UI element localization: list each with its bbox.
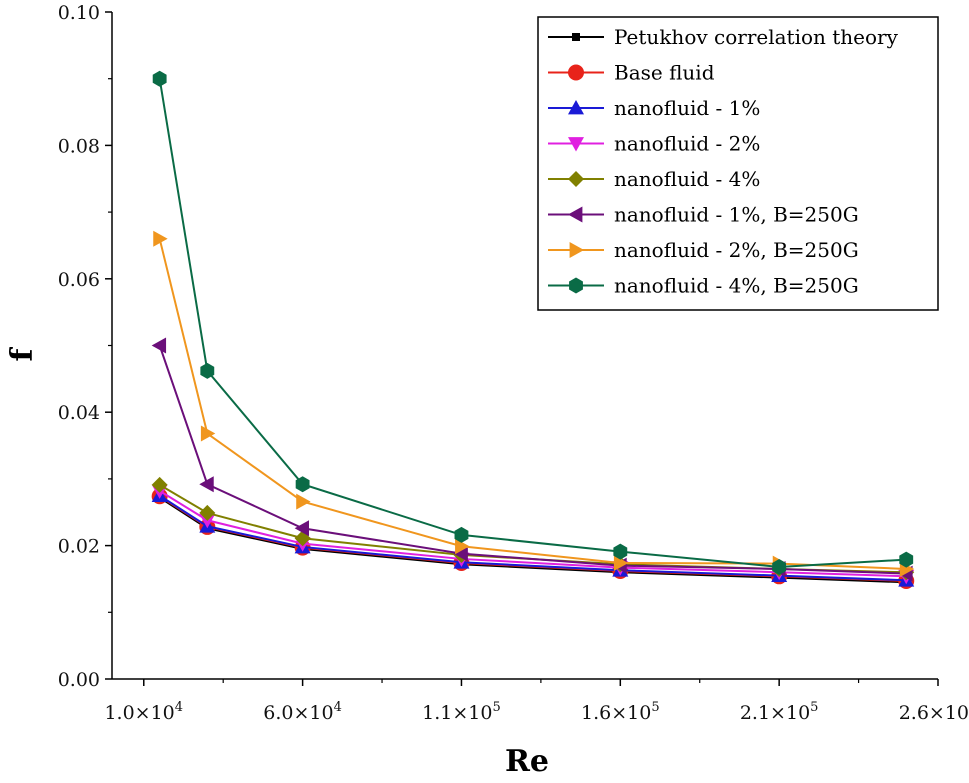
legend-label: nanofluid - 4% (614, 167, 760, 191)
legend-item: nanofluid - 4%, B=250G (548, 274, 859, 298)
legend-marker (568, 171, 584, 187)
legend-item: nanofluid - 1% (548, 96, 760, 120)
legend-marker (569, 242, 584, 258)
y-tick-label: 0.08 (58, 135, 100, 157)
x-tick-label: 2.1×105 (740, 700, 819, 724)
legend-marker (568, 206, 583, 223)
data-point (613, 554, 629, 571)
data-point (454, 526, 469, 543)
data-point (455, 538, 470, 555)
x-tick-label: 6.0×104 (263, 700, 342, 724)
series-8 (152, 70, 914, 575)
legend-marker (568, 64, 584, 81)
data-point (153, 230, 168, 247)
data-point (199, 513, 216, 529)
data-point (199, 476, 214, 493)
axes-layer: 0.00 0.02 0.04 0.06 0.08 0.10 1.0×104 6.0×104 1.… (58, 2, 969, 724)
legend: Petukhov correlation theory Base fluid nan… (537, 16, 939, 311)
legend-marker (568, 137, 584, 152)
x-axis-title: Re (505, 744, 549, 779)
legend-label: nanofluid - 2%, B=250G (614, 238, 859, 262)
data-point (151, 476, 168, 493)
legend-label: nanofluid - 1%, B=250G (614, 203, 859, 227)
legend-marker (569, 277, 583, 294)
data-point (152, 70, 167, 87)
legend-label: nanofluid - 4%, B=250G (614, 274, 859, 298)
data-point (899, 551, 914, 568)
series-3 (151, 487, 915, 587)
legend-item: nanofluid - 2%, B=250G (548, 238, 859, 262)
x-tick-label: 1.0×104 (104, 700, 183, 724)
legend-item: Base fluid (548, 61, 715, 85)
legend-label: nanofluid - 1% (614, 96, 760, 120)
y-tick-label: 0.02 (58, 536, 100, 558)
y-tick-label: 0.10 (58, 2, 100, 24)
y-tick-label: 0.00 (58, 669, 100, 691)
legend-marker (572, 33, 580, 41)
series-layer (151, 70, 915, 589)
x-tick-label: 1.6×105 (581, 700, 660, 724)
x-tick-label: 1.1×105 (422, 700, 501, 724)
data-point (772, 558, 787, 575)
legend-item: Petukhov correlation theory (548, 25, 899, 49)
series-6 (151, 337, 913, 582)
data-point (295, 476, 310, 493)
data-point (453, 545, 468, 562)
legend-marker (568, 100, 584, 115)
legend-item: nanofluid - 2% (548, 132, 760, 156)
data-point (199, 504, 216, 521)
legend-box (537, 16, 939, 311)
data-point (200, 425, 216, 442)
y-tick-label: 0.06 (58, 269, 100, 291)
x-tick-label: 2.6×105 (899, 700, 969, 724)
legend-item: nanofluid - 4% (548, 167, 760, 191)
y-axis-title: f (5, 346, 40, 361)
y-tick-label: 0.04 (58, 402, 100, 424)
data-point (200, 362, 215, 379)
legend-label: nanofluid - 2% (614, 132, 760, 156)
legend-item: nanofluid - 1%, B=250G (548, 203, 859, 227)
data-point (294, 520, 310, 537)
legend-label: Petukhov correlation theory (614, 25, 899, 49)
data-point (151, 337, 167, 354)
data-point (613, 543, 628, 560)
legend-label: Base fluid (614, 61, 715, 85)
data-point (296, 493, 311, 510)
